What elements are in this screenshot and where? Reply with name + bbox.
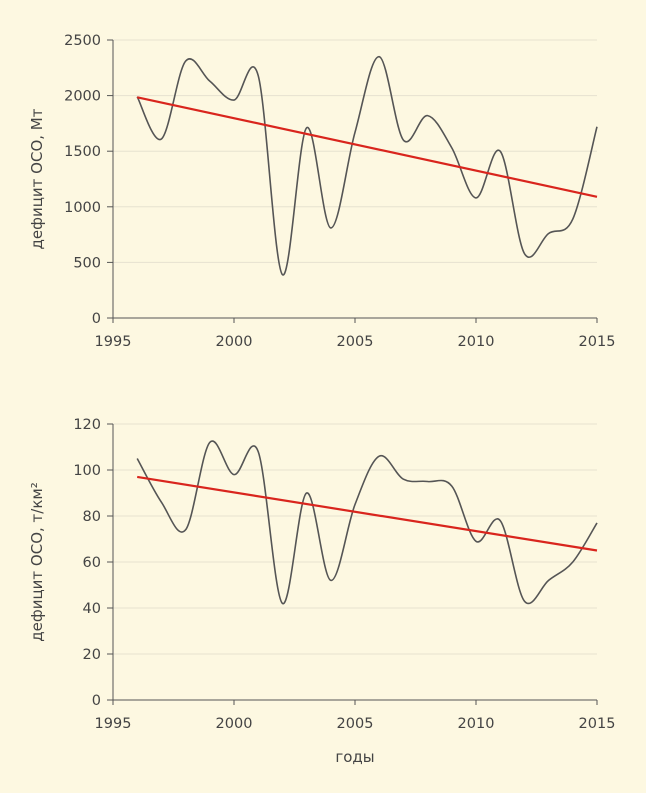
y-axis-label: дефицит ОСО, т/км² (28, 482, 46, 641)
y-tick-label: 60 (83, 555, 101, 571)
x-tick-label: 2000 (216, 334, 253, 350)
y-tick-label: 100 (73, 463, 101, 479)
x-tick-label: 1995 (95, 334, 132, 350)
y-tick-label: 80 (83, 509, 101, 525)
y-axis-label: дефицит ОСО, Мт (28, 108, 46, 249)
x-tick-label: 2015 (579, 716, 616, 732)
chart-bottom: 0 20 40 60 80 100 120 1995 2000 2005 2010 2015 дефиц… (28, 417, 615, 732)
x-tick-label: 2010 (458, 716, 495, 732)
trend-line (136, 96, 598, 198)
y-tick-label: 500 (73, 255, 101, 271)
series-line (136, 440, 598, 605)
x-axis-label: годы (335, 748, 374, 766)
x-tick-label: 2010 (458, 334, 495, 350)
y-tick-label: 40 (83, 601, 101, 617)
x-tick-label: 2000 (216, 716, 253, 732)
x-tick-label: 1995 (95, 716, 132, 732)
y-tick-label: 1000 (64, 200, 101, 216)
x-tick-label: 2015 (579, 334, 616, 350)
y-tick-label: 0 (92, 693, 101, 709)
y-tick-label: 2000 (64, 89, 101, 105)
y-tick-label: 20 (83, 647, 101, 663)
y-tick-label: 1500 (64, 144, 101, 160)
trend-line (137, 475, 598, 552)
series-line (136, 55, 598, 276)
chart-top: 0 500 1000 1500 2000 2500 1995 2000 2005 2010 2015… (28, 33, 615, 350)
y-tick-label: 0 (92, 311, 101, 327)
x-tick-label: 2005 (337, 334, 374, 350)
y-tick-label: 120 (73, 417, 101, 433)
y-tick-label: 2500 (64, 33, 101, 49)
x-tick-label: 2005 (337, 716, 374, 732)
